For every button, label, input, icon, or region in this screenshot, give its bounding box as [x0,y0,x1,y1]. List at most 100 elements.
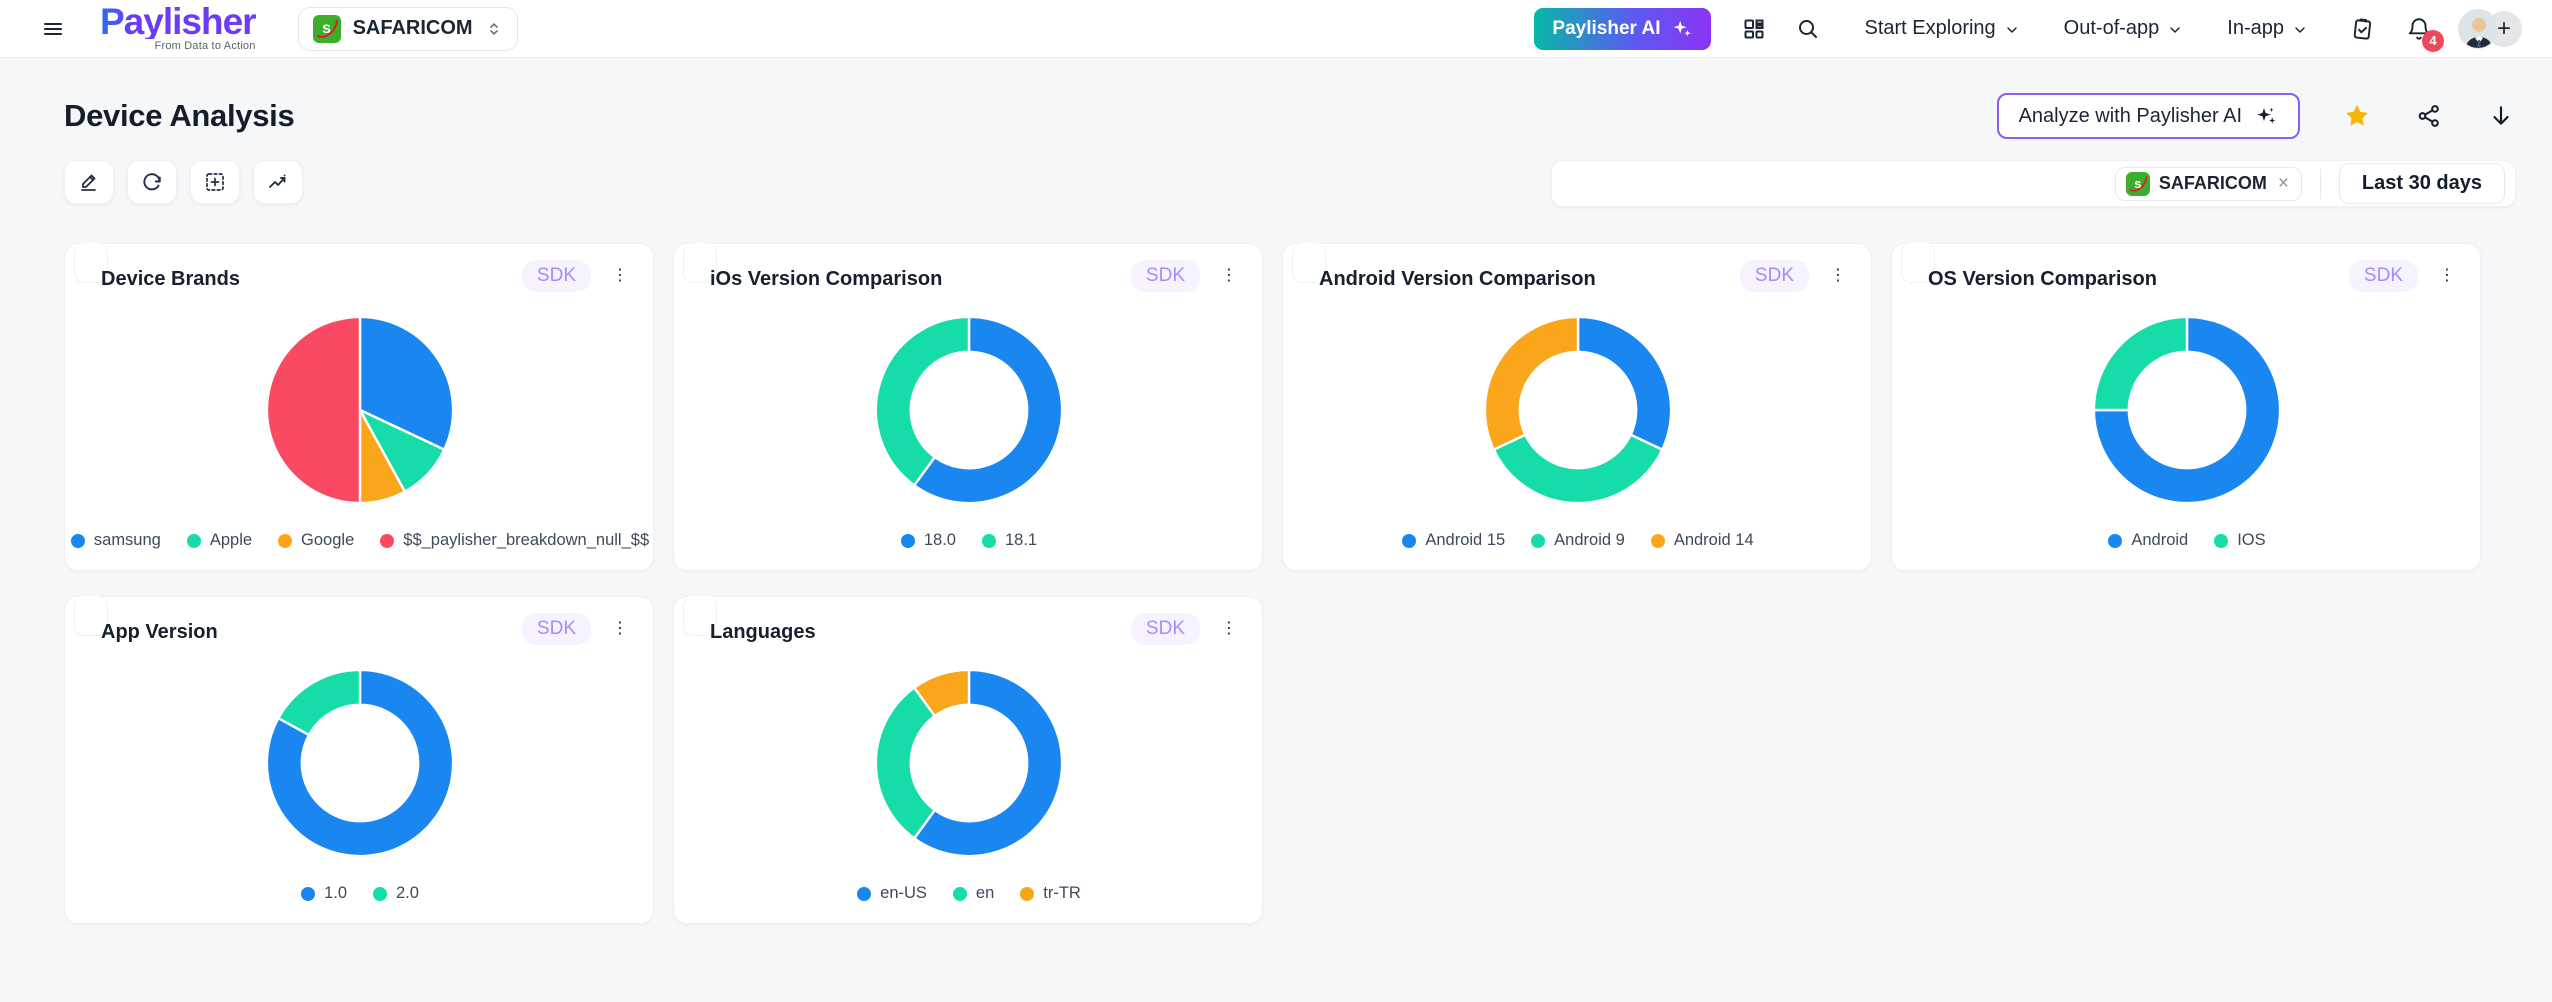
kebab-menu-icon[interactable]: ⋮ [1830,267,1846,284]
pie-slice[interactable] [2092,315,2189,411]
pie-slice[interactable] [1492,433,1664,504]
legend-dot-icon [2214,533,2229,548]
legend-label: $$_paylisher_breakdown_null_$$ [403,531,650,549]
nav-in-app[interactable]: In-app [2227,17,2308,40]
legend-item[interactable]: 18.1 [982,531,1037,550]
legend-item[interactable]: Android 14 [1650,531,1754,550]
favorite-star-icon[interactable] [2342,101,2372,131]
legend-item[interactable]: Android [2108,531,2188,550]
nav-start-exploring[interactable]: Start Exploring [1865,17,2020,40]
legend-item[interactable]: en [952,884,994,903]
card-drag-handle[interactable] [683,596,717,636]
legend-item[interactable]: Apple [186,531,252,550]
user-avatar[interactable] [2458,8,2498,49]
pie-slice[interactable] [913,668,971,717]
pie-slice[interactable] [874,315,971,487]
card-drag-handle[interactable] [1292,243,1326,283]
languages-donut-chart[interactable] [696,645,1242,880]
legend-label: Google [301,531,355,549]
logo-wordmark: Paylisher [100,1,257,42]
analyze-with-ai-button[interactable]: Analyze with Paylisher AI [1996,93,2300,139]
donut-chart-svg [874,315,1064,504]
search-icon[interactable] [1795,16,1821,42]
kebab-menu-icon[interactable]: ⋮ [1221,620,1237,637]
android-version-donut-chart[interactable] [1305,292,1851,527]
device-brands-pie-chart[interactable] [87,292,633,527]
sdk-badge: SDK [1130,613,1200,645]
safaricom-logo-icon: s [312,14,341,43]
dashboard-grid-icon[interactable] [1741,16,1767,42]
pie-slice[interactable] [913,315,1064,504]
legend-item[interactable]: $$_paylisher_breakdown_null_$$ [380,531,649,550]
legend-label: IOS [2237,531,2266,549]
legend-item[interactable]: Google [278,531,354,550]
chart-legend: 1.0 2.0 [87,880,633,911]
pie-slice[interactable] [1576,315,1673,451]
legend-dot-icon [900,533,915,548]
date-range-button[interactable]: Last 30 days [2338,163,2505,204]
add-widget-button[interactable] [190,160,240,204]
legend-item[interactable]: 2.0 [373,884,419,903]
kebab-menu-icon[interactable]: ⋮ [612,620,628,637]
menu-icon[interactable] [40,16,66,42]
legend-item[interactable]: 18.0 [900,531,956,550]
card-drag-handle[interactable] [1901,243,1935,283]
filter-bar[interactable]: s SAFARICOM × Last 30 days [1551,160,2516,207]
org-filter-tag[interactable]: s SAFARICOM × [2114,166,2302,201]
nav-out-of-app[interactable]: Out-of-app [2064,17,2184,40]
legend-label: samsung [93,531,161,549]
pie-slice[interactable] [1483,315,1580,451]
legend-item[interactable]: tr-TR [1020,884,1081,903]
legend-dot-icon [1531,533,1546,548]
download-icon[interactable] [2486,101,2516,131]
legend-item[interactable]: en-US [857,884,927,903]
organization-selector[interactable]: s SAFARICOM [297,6,518,51]
legend-label: Android 14 [1673,531,1754,549]
pie-slice[interactable] [358,315,455,451]
app-version-donut-chart[interactable] [87,645,633,880]
paylisher-ai-label: Paylisher AI [1552,17,1661,39]
legend-item[interactable]: Android 9 [1531,531,1625,550]
legend-item[interactable]: samsung [70,531,161,550]
nav-start-exploring-label: Start Exploring [1864,17,1996,39]
card-drag-handle[interactable] [74,596,108,636]
sdk-badge: SDK [1130,260,1200,292]
plus-icon: + [2496,14,2511,42]
donut-chart-svg [1483,315,1673,504]
ai-trend-button[interactable] [253,160,303,204]
chart-legend: Android IOS [1914,527,2460,558]
refresh-button[interactable] [127,160,177,204]
card-title: iOs Version Comparison [710,268,943,290]
paylisher-logo[interactable]: Paylisher From Data to Action [100,1,257,52]
notifications-bell[interactable]: 4 [2406,16,2444,52]
legend-dot-icon [1020,886,1035,901]
pie-slice[interactable] [2092,315,2282,504]
pie-slice[interactable] [874,685,937,840]
kebab-menu-icon[interactable]: ⋮ [2439,267,2455,284]
card-drag-handle[interactable] [74,243,108,283]
share-icon[interactable] [2414,101,2444,131]
card-title: App Version [101,621,218,643]
pie-slice[interactable] [265,315,362,504]
legend-dot-icon [186,533,201,548]
remove-filter-icon[interactable]: × [2277,172,2289,194]
pie-slice[interactable] [277,668,362,736]
paylisher-ai-button[interactable]: Paylisher AI [1534,7,1711,50]
edit-dashboard-button[interactable] [64,160,114,204]
dashed-plus-icon [206,173,224,191]
legend-item[interactable]: IOS [2214,531,2266,550]
surveys-clipboard-icon[interactable] [2350,16,2376,42]
kebab-menu-icon[interactable]: ⋮ [1221,267,1237,284]
card-drag-handle[interactable] [683,243,717,283]
kebab-menu-icon[interactable]: ⋮ [612,267,628,284]
legend-item[interactable]: 1.0 [301,884,347,903]
pie-slice[interactable] [265,668,455,857]
pencil-icon [81,174,96,191]
legend-dot-icon [1402,533,1417,548]
os-version-donut-chart[interactable] [1914,292,2460,527]
chevron-down-icon [2295,26,2305,33]
legend-item[interactable]: Android 15 [1402,531,1505,550]
pie-slice[interactable] [913,668,1064,857]
ios-version-donut-chart[interactable] [696,292,1242,527]
legend-label: Android [2131,531,2189,549]
